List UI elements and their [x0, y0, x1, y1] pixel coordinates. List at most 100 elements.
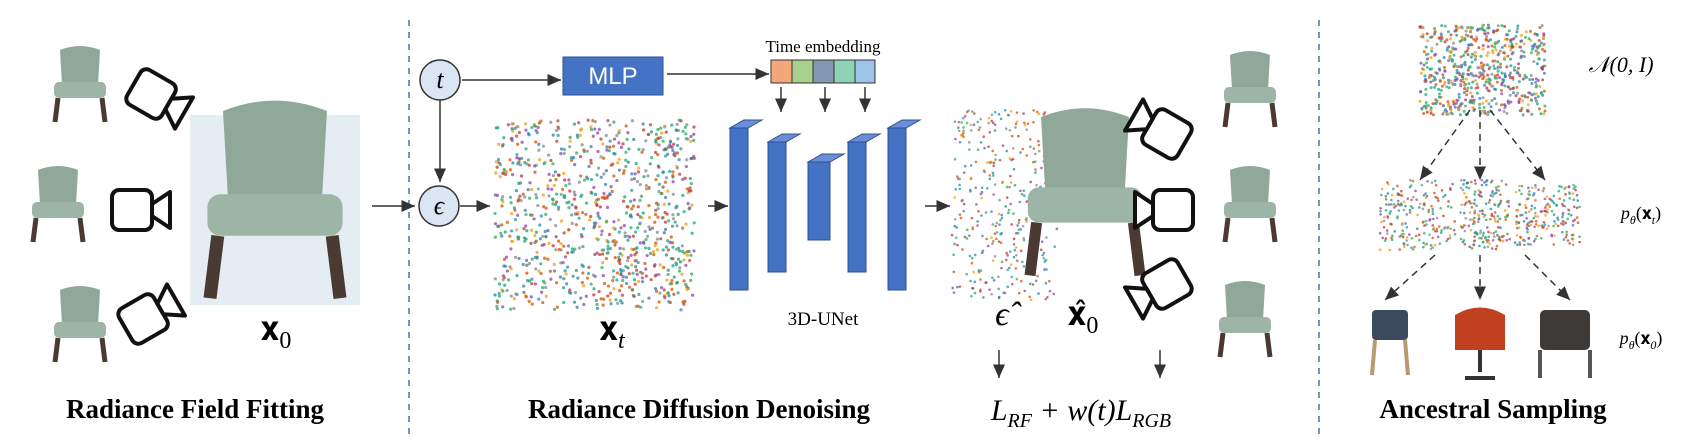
noise-dot [1510, 52, 1514, 56]
noise-dot [1413, 245, 1416, 249]
noise-dot [972, 112, 976, 115]
noise-dot [1512, 68, 1516, 72]
noise-dot [956, 243, 959, 247]
noise-dot [590, 191, 594, 195]
noise-dot [968, 148, 971, 151]
noise-dot [1453, 62, 1457, 66]
noise-dot [506, 278, 511, 282]
noise-dot [524, 258, 529, 262]
noise-dot [1557, 189, 1561, 193]
noise-dot [601, 142, 605, 146]
noise-dot [961, 248, 964, 251]
noise-dot [1037, 139, 1040, 143]
noise-dot [676, 257, 681, 261]
noise-dot [1412, 195, 1415, 199]
noise-dot [612, 137, 617, 141]
noise-dot [1511, 76, 1515, 80]
noise-dot [1503, 74, 1507, 78]
noise-dot [1479, 229, 1482, 232]
noise-dot [1527, 237, 1531, 240]
noise-dot [1498, 49, 1502, 53]
noise-dot [572, 300, 577, 304]
noise-dot [600, 196, 604, 200]
noise-dot [1500, 45, 1504, 49]
noise-dot [980, 186, 984, 190]
noise-dot [561, 261, 565, 265]
noise-dot [1455, 33, 1459, 37]
noise-dot [551, 173, 556, 178]
noise-dot [1034, 279, 1038, 283]
x0-hat-label: 𝐱̂0 [1068, 296, 1099, 339]
noise-dot [1548, 204, 1551, 207]
noise-dot [686, 202, 690, 206]
noise-dot [537, 142, 541, 146]
noise-dot [577, 180, 581, 184]
noise-dot [1429, 56, 1433, 60]
noise-dot [502, 276, 506, 280]
noise-dot [1424, 192, 1427, 195]
noise-dot [554, 281, 559, 285]
input-views [32, 46, 196, 362]
noise-dot [1562, 199, 1566, 202]
noise-dot [648, 162, 652, 166]
bracket: ) [1656, 328, 1662, 349]
noise-dot [1507, 44, 1511, 48]
noise-dot [962, 126, 965, 129]
noise-dot [1425, 65, 1429, 69]
noise-dot [1466, 46, 1470, 50]
noise-dot [596, 131, 600, 135]
noise-dot [630, 247, 634, 251]
noise-dot [497, 294, 501, 298]
noise-dot [610, 189, 614, 194]
noise-dot [1506, 33, 1510, 37]
noise-dot [950, 233, 954, 237]
noise-dot [668, 240, 672, 244]
noise-dot [1477, 188, 1480, 192]
noise-dot [1426, 39, 1430, 43]
noise-dot [990, 292, 993, 296]
noise-dot [1015, 120, 1019, 123]
noise-dot [493, 277, 497, 281]
noise-dot [1378, 231, 1382, 235]
noise-dot [1479, 61, 1483, 65]
noise-dot [514, 188, 519, 193]
noise-dot [551, 133, 555, 137]
noise-dot [629, 215, 634, 219]
noise-dot [663, 210, 667, 215]
noise-dot [1471, 80, 1475, 84]
noise-dot [1409, 184, 1413, 187]
noise-dot [1506, 85, 1510, 89]
noise-dot [1462, 62, 1466, 66]
noise-dot [1560, 185, 1563, 189]
noise-dot [1022, 236, 1026, 240]
noise-dot [1471, 201, 1475, 205]
noise-dot [1455, 68, 1459, 72]
noise-dot [514, 255, 518, 259]
noise-dot [970, 256, 974, 260]
noise-dot [636, 213, 640, 217]
noise-dot [1520, 54, 1524, 58]
noise-dot [1571, 243, 1575, 247]
noise-dot [647, 215, 652, 220]
noise-dot [1446, 237, 1450, 241]
noise-dot [976, 120, 980, 124]
noise-dot [1425, 223, 1428, 226]
noise-dot [554, 248, 558, 252]
noise-dot [622, 169, 626, 173]
noise-dot [1428, 233, 1431, 236]
noise-dot [636, 170, 641, 174]
noise-dot [670, 224, 674, 228]
noise-dot [980, 196, 983, 200]
noise-dot [672, 142, 676, 146]
noise-dot [1483, 246, 1486, 249]
subscript: 0 [279, 328, 291, 354]
noise-dot [566, 244, 571, 248]
noise-dot [1401, 229, 1405, 232]
noise-dot [650, 226, 655, 230]
noise-dot [956, 177, 960, 180]
noise-dot [1489, 231, 1492, 235]
noise-dot [653, 220, 657, 224]
noise-dot [505, 220, 510, 224]
noise-dot [1478, 102, 1482, 106]
noise-dot [1568, 242, 1571, 245]
